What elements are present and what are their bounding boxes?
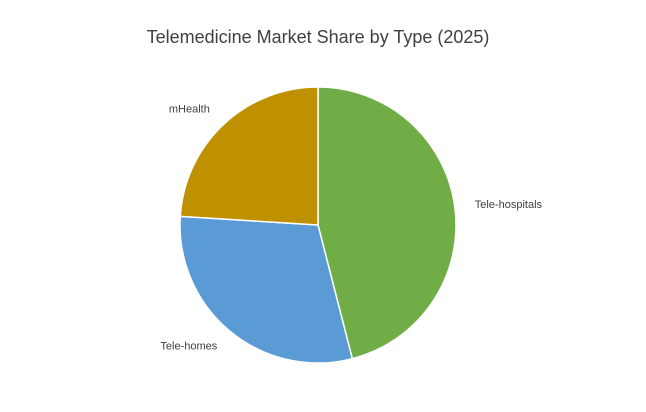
- pie-slice: [317, 86, 457, 360]
- slice-label: mHealth: [169, 104, 210, 116]
- slice-label: Tele-homes: [160, 341, 217, 353]
- slice-label: Tele-hospitals: [475, 199, 543, 211]
- chart-title: Telemedicine Market Share by Type (2025): [147, 27, 490, 47]
- pie-slice: [179, 86, 319, 226]
- pie-slice: [179, 215, 354, 364]
